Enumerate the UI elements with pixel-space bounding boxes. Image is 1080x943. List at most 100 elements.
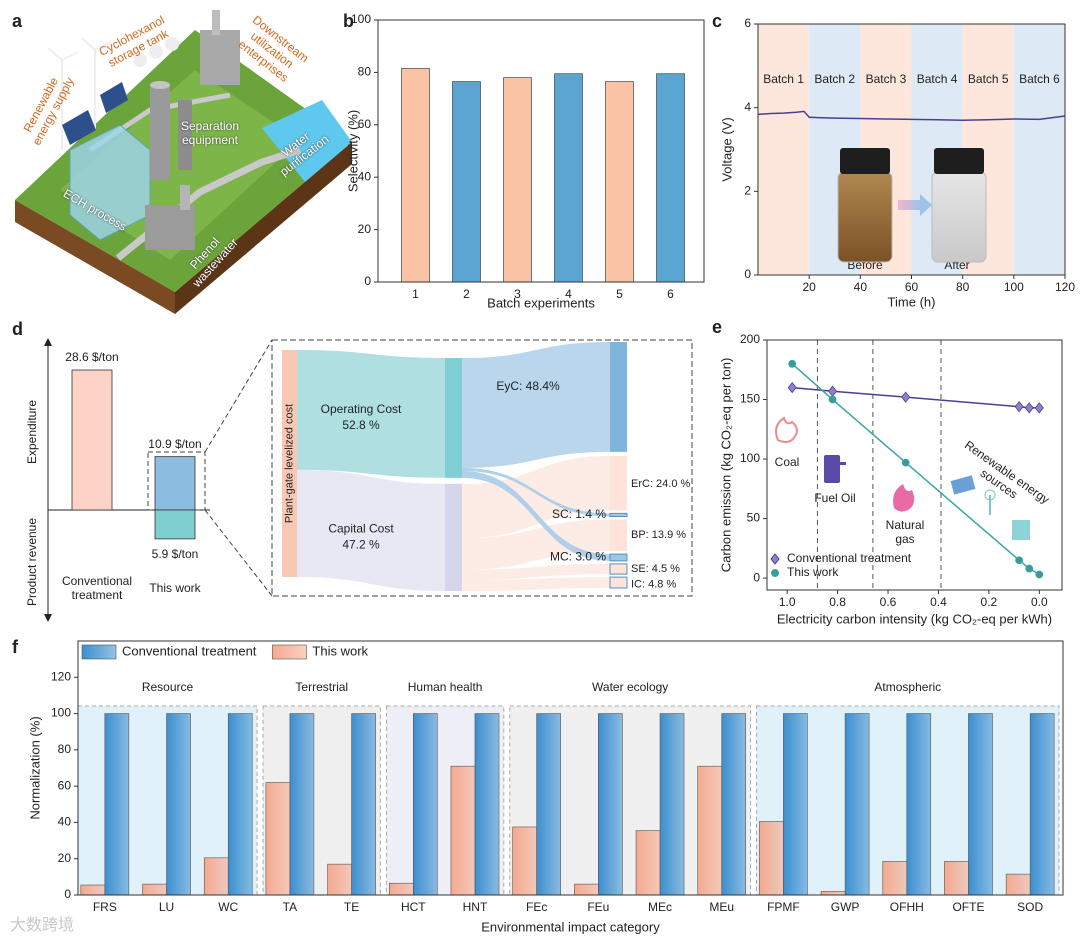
band-label: Batch 6 (1019, 72, 1060, 86)
bar (844, 713, 870, 896)
node (610, 342, 627, 452)
x-tick-label: 0.6 (880, 595, 897, 609)
y-tick-label: 6 (744, 16, 751, 30)
x-tick-label: SOD (1017, 900, 1043, 914)
bar (820, 891, 846, 896)
category-label: Conventional treatment (61, 574, 133, 602)
band-label: Batch 4 (917, 72, 958, 86)
bar (289, 713, 315, 896)
batch-band (1013, 24, 1065, 275)
legend-marker (771, 569, 779, 577)
panel-label: d (12, 319, 23, 339)
x-tick-label: 60 (905, 280, 919, 294)
bar (721, 713, 747, 896)
y-tick-label: 80 (58, 742, 72, 756)
y-axis-title: Normalization (%) (27, 716, 42, 819)
node-label: BP: 13.9 % (631, 529, 686, 541)
band-label: Batch 1 (763, 72, 804, 86)
y-tick-label: 80 (358, 65, 372, 79)
legend-swatch (272, 644, 307, 660)
x-tick-label: 2 (463, 287, 470, 301)
x-tick-label: MEu (709, 900, 734, 914)
y-axis-title: Voltage (V) (719, 117, 734, 181)
bar (104, 713, 130, 896)
group-label: Water ecology (592, 680, 668, 694)
bar (554, 73, 583, 283)
plot-frame (77, 640, 1064, 896)
y-tick-label: 40 (358, 169, 372, 183)
bar (452, 81, 481, 283)
energy-icons (775, 416, 1030, 540)
y-tick-label: 60 (58, 778, 72, 792)
x-tick-label: GWP (831, 900, 860, 914)
series-line (757, 110, 1066, 121)
x-tick-label: 1.0 (779, 595, 796, 609)
bar (759, 821, 784, 896)
node-label: EyC: 48.4% (496, 379, 560, 393)
bar (412, 713, 438, 896)
band-label: Batch 3 (866, 72, 907, 86)
x-tick-label: 120 (1055, 280, 1075, 294)
node-label: MC: 3.0 % (550, 550, 606, 564)
y-tick-label: 0 (64, 887, 71, 901)
bar (1029, 713, 1055, 896)
x-tick-label: MEc (648, 900, 672, 914)
x-axis-title: Time (h) (888, 294, 936, 309)
y-tick-label: 50 (747, 511, 761, 525)
x-tick-label: LU (159, 900, 174, 914)
zoom-line (204, 509, 273, 597)
marker (901, 391, 911, 403)
node-label: Operating Cost (321, 402, 402, 416)
zoom-line (204, 339, 273, 453)
marker (828, 385, 838, 397)
x-tick-label: 0.0 (1031, 595, 1048, 609)
x-tick-label: 100 (1004, 280, 1024, 294)
bar (659, 713, 685, 896)
bar (265, 782, 291, 896)
value-label: 10.9 $/ton (148, 437, 201, 451)
flow (462, 563, 610, 581)
y-tick-label: 100 (51, 706, 71, 720)
x-tick-label: 5 (616, 287, 623, 301)
bar (227, 713, 253, 896)
y-tick-label: 20 (358, 222, 372, 236)
group-label: Human health (408, 680, 483, 694)
flow (462, 467, 610, 517)
sankey-box (271, 339, 693, 597)
bar (944, 861, 969, 896)
x-tick-label: TE (344, 900, 359, 914)
bar (656, 73, 685, 283)
value-label: 28.6 $/ton (65, 350, 118, 364)
bar (401, 68, 430, 283)
x-tick-label: 80 (956, 280, 970, 294)
marker (1015, 556, 1024, 565)
marker (901, 458, 910, 467)
node-label: SE: 4.5 % (631, 563, 680, 575)
flow (297, 469, 445, 591)
panel-label: f (12, 637, 19, 657)
marker (1014, 401, 1024, 413)
x-tick-label: 20 (802, 280, 816, 294)
bar (154, 456, 196, 511)
node-label: Capital Cost (328, 522, 394, 536)
y-tick-label: 20 (58, 851, 72, 865)
bar (80, 884, 106, 896)
panel-label: c (712, 11, 722, 31)
bar (697, 765, 723, 896)
x-tick-label: OFTE (952, 900, 984, 914)
y-tick-label: 0 (744, 267, 751, 281)
bar (203, 857, 229, 896)
y-tick-label: 60 (358, 117, 372, 131)
bar (635, 830, 661, 896)
bar (512, 826, 537, 896)
y-tick-label: 0 (753, 570, 760, 584)
bar (351, 713, 376, 896)
node-label: ErC: 24.0 % (631, 478, 691, 490)
bar (474, 713, 500, 896)
node-label: Plant-gate levelized cost (283, 404, 295, 523)
panel-label: e (712, 317, 722, 337)
legend-swatch (81, 644, 117, 660)
x-axis-title: Environmental impact category (481, 919, 660, 934)
group-label: Atmospheric (874, 680, 941, 694)
